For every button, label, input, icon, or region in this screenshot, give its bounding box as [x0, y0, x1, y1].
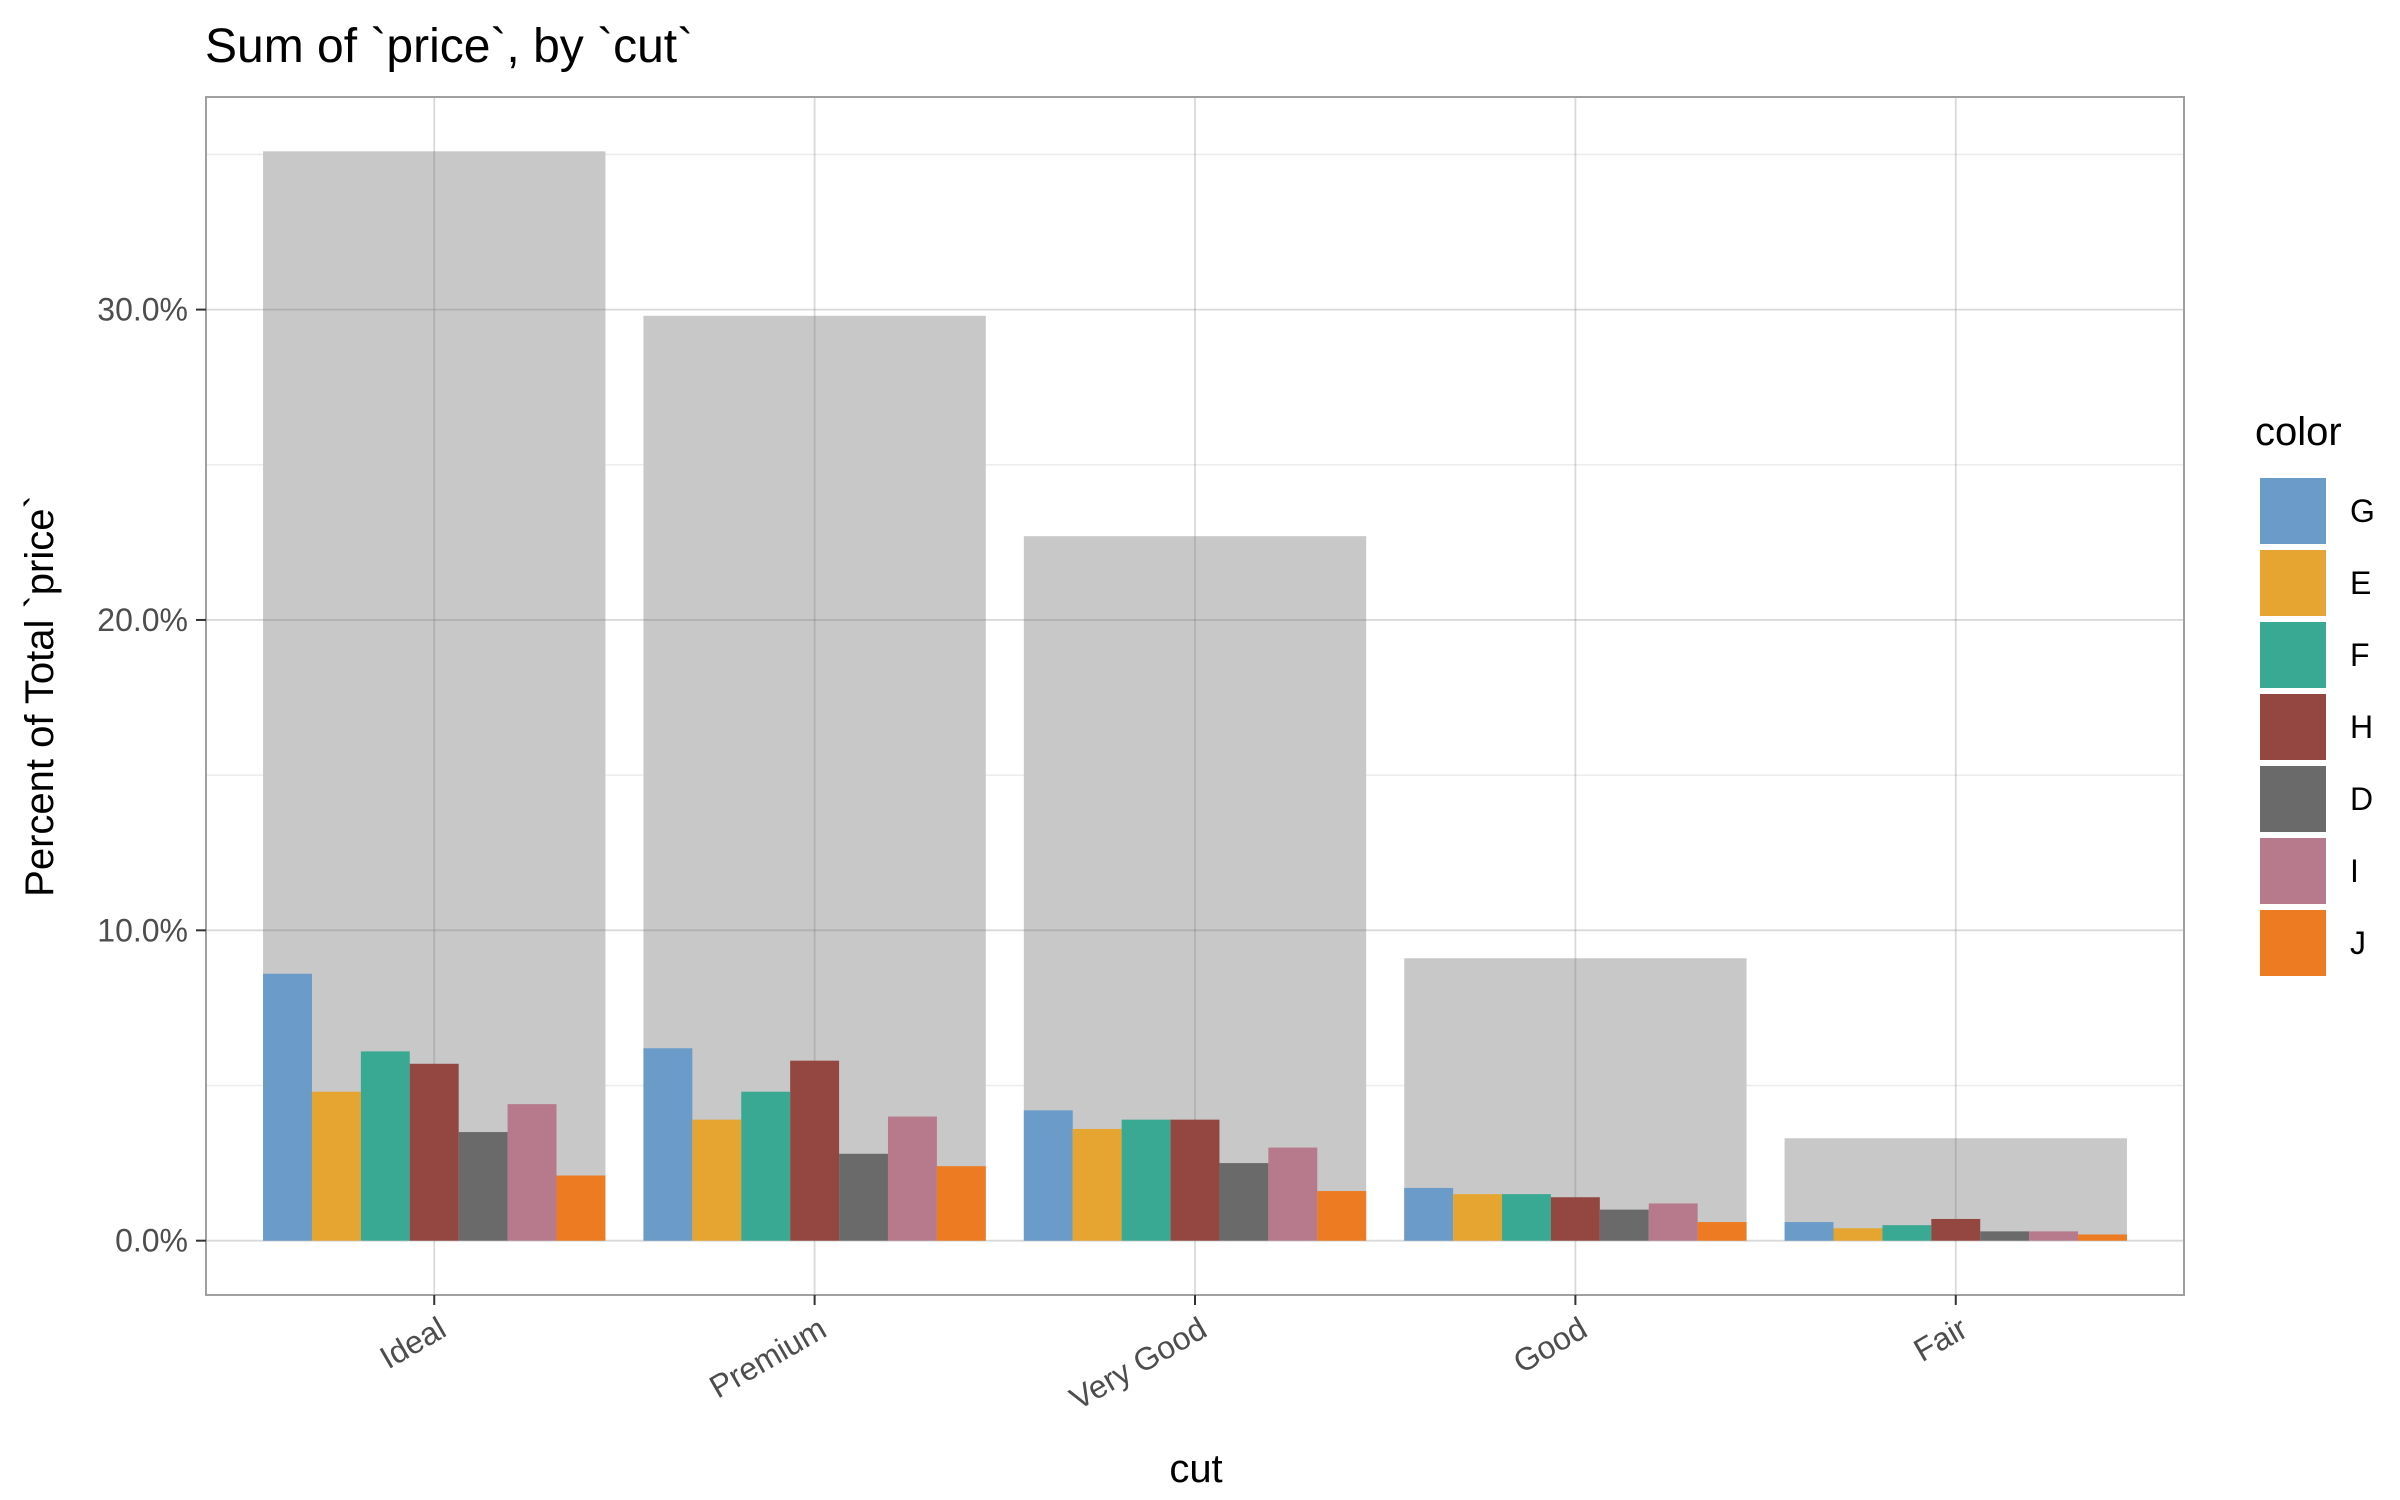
bar-H-good: [1550, 1197, 1600, 1241]
bar-H-ideal: [409, 1063, 459, 1241]
total-bars: [263, 151, 2127, 1241]
bar-J-good: [1697, 1222, 1747, 1241]
bar-H-fair: [1931, 1218, 1981, 1241]
legend-title: color: [2255, 410, 2342, 454]
legend-key-H: [2260, 694, 2326, 760]
bar-I-very-good: [1268, 1147, 1318, 1241]
legend-label-I: I: [2350, 853, 2359, 889]
bar-J-fair: [2078, 1234, 2127, 1241]
y-tick-label: 20.0%: [97, 602, 188, 638]
bar-J-premium: [936, 1166, 986, 1241]
bar-E-fair: [1833, 1228, 1883, 1241]
bar-H-very-good: [1170, 1119, 1220, 1241]
bar-G-very-good: [1023, 1110, 1073, 1241]
y-tick-label: 10.0%: [97, 912, 188, 948]
legend-key-E: [2260, 550, 2326, 616]
bar-E-very-good: [1072, 1128, 1122, 1241]
legend-label-H: H: [2350, 709, 2373, 745]
bar-I-fair: [2029, 1231, 2079, 1241]
bar-I-premium: [887, 1116, 937, 1241]
bar-G-good: [1404, 1187, 1454, 1241]
bar-G-fair: [1784, 1222, 1834, 1241]
bar-D-fair: [1980, 1231, 2030, 1241]
legend-key-D: [2260, 766, 2326, 832]
y-tick-label: 0.0%: [115, 1223, 188, 1259]
legend-label-J: J: [2350, 925, 2366, 961]
legend-label-D: D: [2350, 781, 2373, 817]
series-bars: [263, 973, 2127, 1241]
legend-key-I: [2260, 838, 2326, 904]
y-tick-label: 30.0%: [97, 292, 188, 328]
legend-key-F: [2260, 622, 2326, 688]
bar-G-ideal: [263, 973, 312, 1241]
bar-E-good: [1453, 1194, 1503, 1241]
bar-H-premium: [790, 1060, 840, 1241]
bar-F-fair: [1882, 1225, 1932, 1241]
legend-label-F: F: [2350, 637, 2370, 673]
legend-key-J: [2260, 910, 2326, 976]
bar-D-good: [1599, 1209, 1649, 1241]
legend-label-G: G: [2350, 493, 2375, 529]
bar-E-premium: [692, 1119, 742, 1241]
legend-key-G: [2260, 478, 2326, 544]
legend-label-E: E: [2350, 565, 2371, 601]
bar-F-ideal: [360, 1051, 410, 1241]
y-axis: 0.0% 10.0% 20.0% 30.0%: [97, 292, 206, 1259]
bar-F-good: [1502, 1194, 1551, 1241]
bar-D-very-good: [1219, 1163, 1269, 1241]
bar-J-ideal: [556, 1175, 606, 1241]
bar-J-very-good: [1317, 1191, 1367, 1241]
bar-F-premium: [741, 1091, 791, 1241]
bar-F-very-good: [1121, 1119, 1171, 1241]
total-bar-ideal: [263, 151, 606, 1241]
bar-I-ideal: [507, 1104, 557, 1241]
x-axis-title: cut: [1169, 1447, 1222, 1491]
bar-D-ideal: [458, 1132, 508, 1241]
total-bar-good: [1404, 958, 1747, 1241]
bar-E-ideal: [311, 1091, 361, 1241]
bar-D-premium: [839, 1153, 888, 1241]
bar-G-premium: [643, 1048, 693, 1241]
y-axis-title: Percent of Total `price`: [18, 495, 62, 897]
chart-title: Sum of `price`, by `cut`: [205, 20, 693, 73]
bar-I-good: [1648, 1203, 1698, 1241]
